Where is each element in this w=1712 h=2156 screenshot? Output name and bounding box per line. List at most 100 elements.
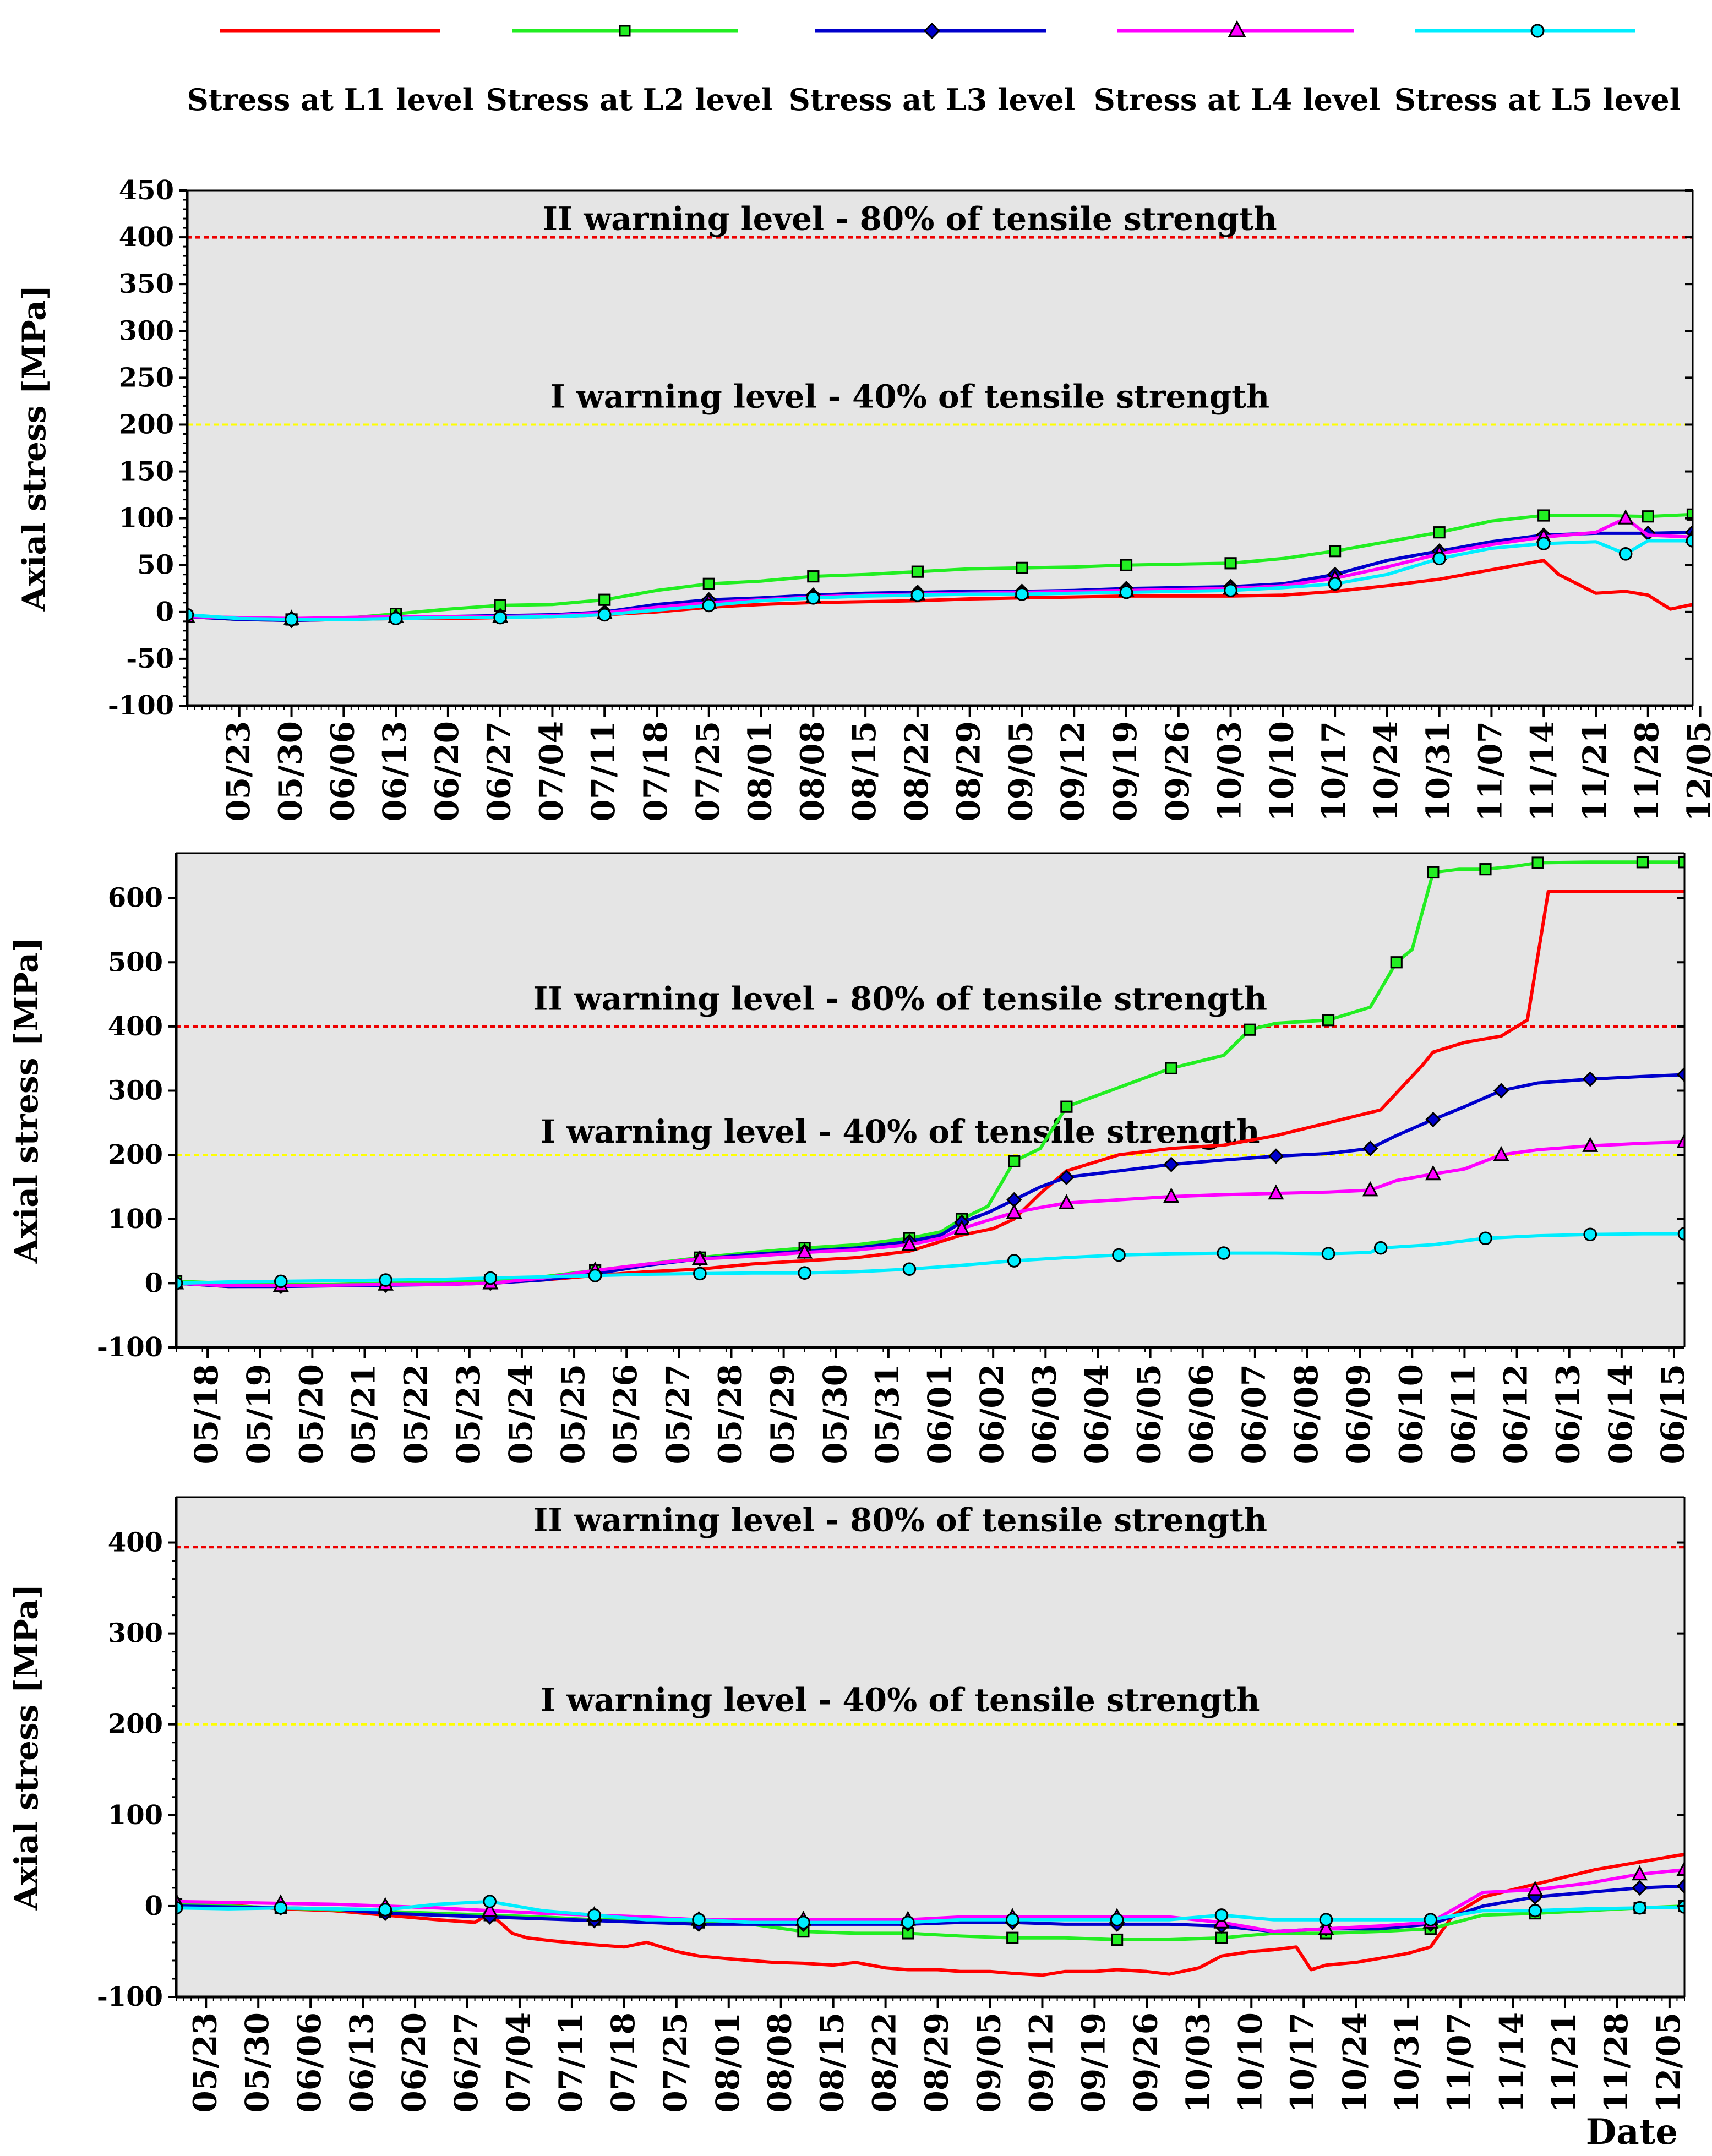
x-tick-label: 06/06: [1183, 1364, 1220, 1465]
x-tick-label: 12/05: [1650, 2012, 1687, 2113]
x-tick-label: 08/08: [761, 2012, 799, 2113]
series-line-l4: [176, 1140, 1684, 1287]
x-tick-label: 08/01: [709, 2012, 746, 2113]
x-tick-label: 06/07: [1235, 1364, 1273, 1465]
circle-marker-icon: [483, 1895, 497, 1908]
y-tick-label: 600: [108, 883, 163, 914]
x-tick-label: 09/19: [1106, 721, 1144, 822]
circle-marker-icon: [493, 610, 507, 625]
x-tick-label: 09/12: [1022, 2012, 1060, 2113]
circle-marker-icon: [597, 608, 612, 622]
square-marker-icon: [1322, 1014, 1335, 1027]
x-tick-label: 06/06: [291, 2012, 328, 2113]
circle-marker-icon: [798, 1266, 811, 1280]
square-marker-icon: [702, 577, 715, 590]
square-marker-icon: [598, 593, 611, 606]
circle-marker-icon: [806, 591, 820, 605]
triangle-marker-icon: [1676, 1860, 1684, 1876]
chart-panel-1: II warning level - 80% of tensile streng…: [15, 175, 1712, 822]
legend-item-l2: Stress at L2 level: [486, 25, 772, 117]
x-tick-label: 08/22: [898, 721, 935, 822]
x-tick-label: 06/27: [448, 2012, 485, 2113]
x-tick-label: 05/19: [240, 1364, 277, 1465]
diamond-marker-icon: [1059, 1169, 1075, 1186]
y-tick-label: 100: [119, 503, 174, 534]
legend-label-l5: Stress at L5 level: [1394, 82, 1681, 117]
legend-label-l3: Stress at L3 level: [789, 82, 1076, 117]
square-marker-icon: [1111, 1933, 1124, 1946]
x-tick-label: 11/07: [1441, 2012, 1478, 2113]
circle-marker-icon: [902, 1262, 917, 1276]
triangle-marker-icon: [1425, 1165, 1441, 1181]
series-group: [176, 856, 1684, 1295]
x-tick-label: 10/31: [1420, 721, 1457, 822]
series-line-l5: [176, 1232, 1684, 1285]
x-tick-label: 08/29: [918, 2012, 956, 2113]
diamond-marker-icon: [1493, 1083, 1509, 1099]
legend-label-l4: Stress at L4 level: [1094, 82, 1381, 117]
x-tick-label: 07/11: [552, 2012, 590, 2113]
x-tick-label: 06/27: [481, 721, 518, 822]
x-tick-label: 05/22: [397, 1364, 435, 1465]
x-tick-label: 05/30: [238, 2012, 276, 2113]
x-tick-label: 07/18: [604, 2012, 642, 2113]
square-marker-icon: [1390, 956, 1403, 969]
triangle-marker-icon: [691, 1249, 708, 1265]
x-tick-label: 05/18: [188, 1364, 225, 1465]
legend-diamond-marker-icon: [923, 22, 941, 40]
circle-marker-icon: [1424, 1913, 1438, 1926]
y-tick-label: 300: [119, 315, 174, 346]
circle-marker-icon: [1005, 1913, 1019, 1926]
x-tick-label: 07/04: [500, 2012, 537, 2113]
circle-marker-icon: [693, 1267, 707, 1281]
x-tick-label: 06/20: [428, 721, 466, 822]
x-tick-label: 05/27: [659, 1364, 696, 1465]
x-tick-label: 08/22: [866, 2012, 903, 2113]
y-tick-label: -100: [97, 1332, 163, 1363]
circle-marker-icon: [1373, 1241, 1388, 1255]
circle-marker-icon: [1217, 1246, 1231, 1260]
triangle-marker-icon: [901, 1235, 918, 1251]
square-marker-icon: [1060, 1100, 1073, 1113]
chart-panel-3: II warning level - 80% of tensile streng…: [8, 1496, 1687, 2113]
circle-marker-icon: [1618, 547, 1633, 561]
circle-marker-icon: [1583, 1227, 1597, 1242]
series-group: [176, 1852, 1684, 1977]
square-marker-icon: [1165, 1062, 1177, 1074]
x-tick-label: 06/04: [1078, 1364, 1115, 1465]
circle-marker-icon: [274, 1901, 288, 1915]
circle-marker-icon: [1224, 583, 1237, 597]
circle-marker-icon: [378, 1903, 392, 1917]
circle-marker-icon: [1112, 1248, 1126, 1262]
triangle-marker-icon: [797, 1243, 813, 1259]
triangle-marker-icon: [953, 1219, 970, 1235]
circle-marker-icon: [910, 588, 925, 602]
y-tick-label: -100: [97, 1982, 163, 2012]
x-tick-label: 11/28: [1597, 2012, 1635, 2113]
y-tick-label: 400: [108, 1527, 163, 1558]
x-tick-label: 06/12: [1497, 1364, 1535, 1465]
triangle-marker-icon: [1676, 1133, 1684, 1148]
square-marker-icon: [1008, 1155, 1021, 1167]
y-axis-title: Axial stress [MPa]: [8, 937, 45, 1264]
square-marker-icon: [1479, 863, 1492, 876]
x-tick-label: 06/09: [1340, 1364, 1377, 1465]
x-tick-label: 06/13: [1550, 1364, 1587, 1465]
warning-label-I: I warning level - 40% of tensile strengt…: [541, 1682, 1260, 1719]
x-tick-label: 05/23: [220, 721, 257, 822]
x-tick-label: 06/11: [1444, 1364, 1482, 1465]
y-tick-label: 200: [119, 409, 174, 440]
triangle-marker-icon: [1582, 1137, 1599, 1152]
square-marker-icon: [1433, 526, 1446, 539]
y-tick-label: -100: [108, 690, 174, 721]
y-axis-title: Axial stress [MPa]: [15, 285, 53, 612]
x-tick-label: 06/08: [1288, 1364, 1325, 1465]
series-line-l2: [176, 1902, 1684, 1941]
circle-marker-icon: [483, 1271, 498, 1285]
x-tick-label: 05/23: [450, 1364, 487, 1465]
x-tick-label: 06/03: [1026, 1364, 1063, 1465]
square-marker-icon: [807, 570, 820, 583]
x-tick-label: 09/05: [1002, 721, 1039, 822]
square-marker-icon: [1642, 510, 1654, 523]
